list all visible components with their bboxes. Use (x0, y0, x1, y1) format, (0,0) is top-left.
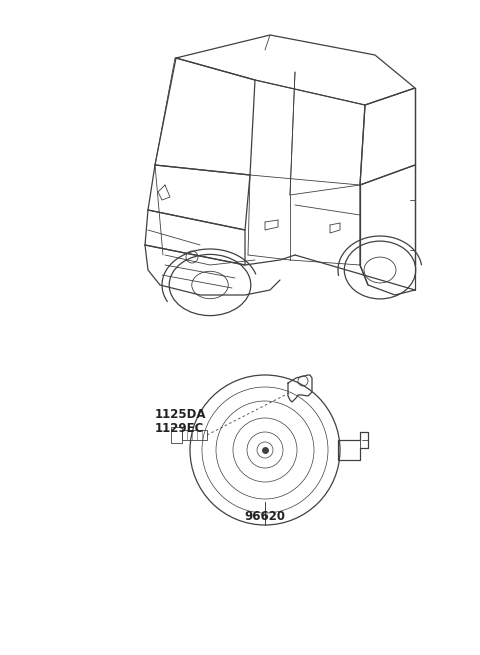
Text: 1125DA: 1125DA (155, 409, 206, 422)
Text: 1129EC: 1129EC (155, 422, 204, 434)
Text: 96620: 96620 (244, 510, 286, 523)
